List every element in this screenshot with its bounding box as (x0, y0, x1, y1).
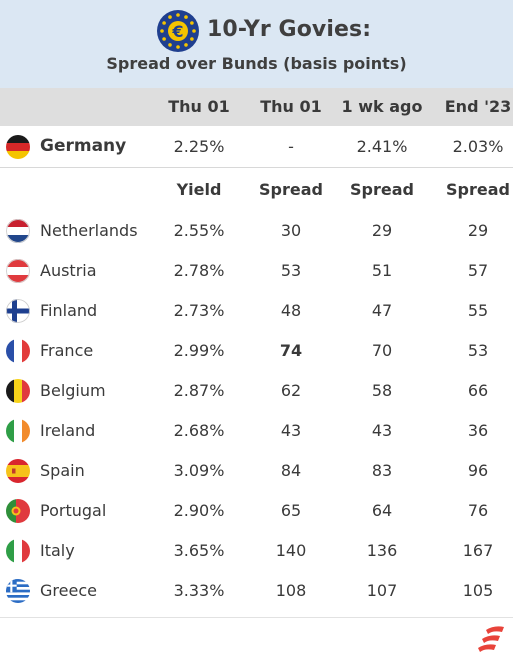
country-name: Ireland (40, 421, 96, 440)
table-cell: 83 (371, 461, 393, 480)
table-cell: 2.55% (173, 221, 225, 240)
table-cell: 84 (280, 461, 302, 480)
country-name: Finland (40, 301, 98, 320)
table-row: Belgium 2.87% 62 58 66 (0, 371, 513, 411)
germany-flag-icon (6, 135, 30, 159)
table-cell: 167 (462, 541, 494, 560)
table-cell: 107 (366, 581, 398, 600)
country-name: Italy (40, 541, 75, 560)
table-cell: 108 (275, 581, 307, 600)
belgium-flag-icon (6, 379, 30, 403)
table-cell: 140 (275, 541, 307, 560)
table-row: France 2.99% 74 70 53 (0, 331, 513, 371)
table-cell: 66 (467, 381, 489, 400)
euro-stars-icon: € (157, 10, 199, 52)
table-cell: 2.68% (173, 421, 225, 440)
table-cell: 64 (371, 501, 393, 520)
table-cell: 3.65% (173, 541, 225, 560)
country-name: Austria (40, 261, 97, 280)
spain-flag-icon (6, 459, 30, 483)
country-name: France (40, 341, 94, 360)
table-row: Italy 3.65% 140 136 167 (0, 531, 513, 571)
portugal-flag-icon (6, 499, 30, 523)
table-cell: 57 (467, 261, 489, 280)
column-header: Thu 01 (168, 97, 230, 116)
table-cell: 76 (467, 501, 489, 520)
table-cell: 43 (280, 421, 302, 440)
table-cell: 30 (280, 221, 302, 240)
country-name: Netherlands (40, 221, 138, 240)
finland-flag-icon (6, 299, 30, 323)
table-cell: 43 (371, 421, 393, 440)
table-cell: 2.99% (173, 341, 225, 360)
table-cell: 2.78% (173, 261, 225, 280)
netherlands-flag-icon (6, 219, 30, 243)
table-cell: 65 (280, 501, 302, 520)
ireland-flag-icon (6, 419, 30, 443)
table-cell: 53 (467, 341, 489, 360)
table-cell: 2.03% (452, 137, 504, 156)
table-cell: 2.25% (173, 137, 225, 156)
page-subtitle: Spread over Bunds (basis points) (106, 54, 407, 73)
table-row: Netherlands 2.55% 30 29 29 (0, 211, 513, 251)
table-row: Ireland 2.68% 43 43 36 (0, 411, 513, 451)
table-cell: 2.73% (173, 301, 225, 320)
table-cell: - (288, 137, 294, 156)
table-cell: 36 (467, 421, 489, 440)
table-cell: 29 (467, 221, 489, 240)
austria-flag-icon (6, 259, 30, 283)
table-cell: 2.90% (173, 501, 225, 520)
column-header: Thu 01 (260, 97, 322, 116)
table-cell: 3.33% (173, 581, 225, 600)
country-name: Spain (40, 461, 85, 480)
footer-divider (0, 617, 513, 618)
table-row: Spain 3.09% 84 83 96 (0, 451, 513, 491)
table-row: Greece 3.33% 108 107 105 (0, 571, 513, 611)
sub-header-row: Yield Spread Spread Spread (0, 168, 513, 210)
table-cell: 58 (371, 381, 393, 400)
column-header-row: Thu 01 Thu 01 1 wk ago End '23 (0, 88, 513, 126)
table-cell: 2.87% (173, 381, 225, 400)
table-cell: 136 (366, 541, 398, 560)
sub-header: Spread (350, 180, 414, 199)
france-flag-icon (6, 339, 30, 363)
column-header: End '23 (444, 97, 512, 116)
table-cell: 53 (280, 261, 302, 280)
country-name: Belgium (40, 381, 106, 400)
table-row: Portugal 2.90% 65 64 76 (0, 491, 513, 531)
table-cell: 96 (467, 461, 489, 480)
title-row: € 10-Yr Govies: (0, 9, 513, 53)
sub-header: Yield (176, 180, 222, 199)
table-cell: 3.09% (173, 461, 225, 480)
table-cell: 51 (371, 261, 393, 280)
table-cell: 47 (371, 301, 393, 320)
benchmark-country-name: Germany (40, 136, 127, 156)
table-cell: 29 (371, 221, 393, 240)
brand-logo-icon (478, 626, 504, 652)
table-cell-highlight: 74 (279, 341, 303, 360)
table-row: Austria 2.78% 53 51 57 (0, 251, 513, 291)
table-cell: 48 (280, 301, 302, 320)
sub-header: Spread (446, 180, 510, 199)
table-cell: 55 (467, 301, 489, 320)
column-header: 1 wk ago (341, 97, 423, 116)
chart-header: € 10-Yr Govies: Spread over Bunds (basis… (0, 0, 513, 88)
country-name: Portugal (40, 501, 107, 520)
country-name: Greece (40, 581, 97, 600)
svg-text:€: € (171, 22, 183, 41)
table-cell: 2.41% (356, 137, 408, 156)
table-cell: 70 (371, 341, 393, 360)
benchmark-row: Germany 2.25% - 2.41% 2.03% (0, 126, 513, 168)
greece-flag-icon (6, 579, 30, 603)
table-row: Finland 2.73% 48 47 55 (0, 291, 513, 331)
sub-header: Spread (259, 180, 323, 199)
page-title: 10-Yr Govies: (207, 17, 372, 42)
table-cell: 105 (462, 581, 494, 600)
table-cell: 62 (280, 381, 302, 400)
italy-flag-icon (6, 539, 30, 563)
